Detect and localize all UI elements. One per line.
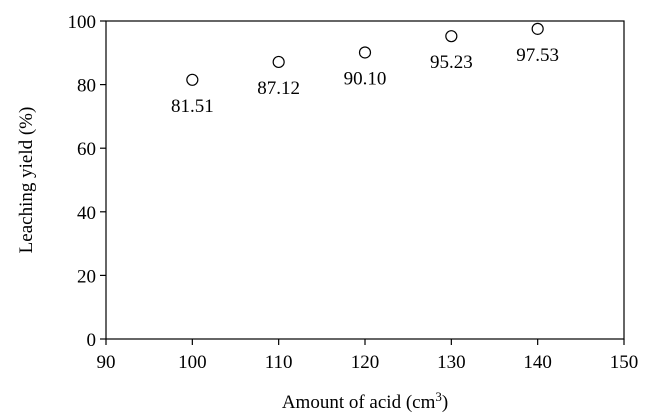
data-label: 87.12 <box>257 78 300 99</box>
x-axis-title-superscript: 3 <box>435 389 442 404</box>
x-axis-ticks: 90 100 110 120 130 140 150 <box>97 339 639 373</box>
x-tick-label: 130 <box>437 352 466 373</box>
x-tick-label: 110 <box>265 352 293 373</box>
data-point <box>445 30 458 43</box>
data-label: 90.10 <box>344 68 387 89</box>
x-tick-label: 90 <box>97 352 116 373</box>
x-axis-title-suffix: ) <box>442 392 448 413</box>
y-tick-label: 40 <box>77 203 96 224</box>
x-tick-label: 120 <box>351 352 380 373</box>
data-points <box>186 22 544 86</box>
y-axis-ticks: 0 20 40 60 80 100 <box>68 12 106 351</box>
y-axis-title: Leaching yield (%) <box>16 107 37 254</box>
x-axis-title-main: Amount of acid (cm <box>282 392 436 413</box>
data-point <box>358 46 372 59</box>
data-labels: 81.51 87.12 90.10 95.23 97.53 <box>171 45 559 117</box>
data-label: 95.23 <box>430 52 473 73</box>
data-point <box>531 22 544 35</box>
y-tick-label: 80 <box>77 76 96 97</box>
x-tick-label: 150 <box>610 352 639 373</box>
data-point <box>186 73 199 86</box>
data-point <box>272 55 285 69</box>
y-tick-label: 60 <box>77 139 96 160</box>
data-label: 81.51 <box>171 96 214 117</box>
y-tick-label: 100 <box>68 12 97 33</box>
data-label: 97.53 <box>516 45 559 66</box>
x-tick-label: 100 <box>178 352 207 373</box>
y-tick-label: 0 <box>87 330 97 351</box>
x-tick-label: 140 <box>523 352 552 373</box>
x-axis-title: Amount of acid (cm3) <box>282 389 448 413</box>
y-tick-label: 20 <box>77 266 96 287</box>
